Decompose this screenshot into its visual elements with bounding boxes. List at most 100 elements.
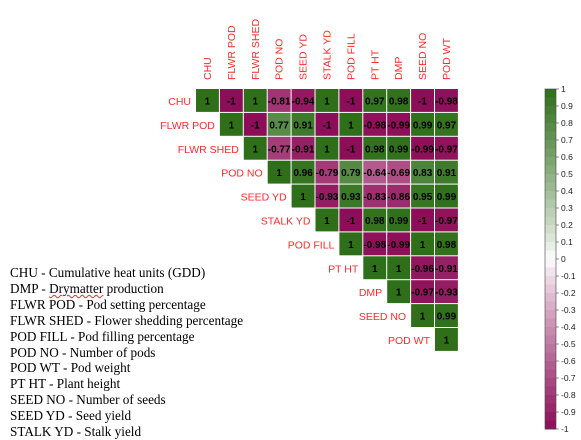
- colorbar-tick-label: 0.1: [561, 237, 573, 247]
- heatmap-cell: [387, 160, 411, 184]
- cell-value: 1: [420, 240, 426, 251]
- row-label: SEED NO: [359, 311, 406, 323]
- column-label: FLWR SHED: [250, 19, 262, 80]
- heatmap-cell: [363, 136, 387, 160]
- cell-value: 1: [324, 216, 330, 227]
- heatmap-cell: [411, 136, 434, 160]
- heatmap-cell: [411, 208, 434, 232]
- row-label: FLWR POD: [160, 120, 215, 132]
- colorbar-tick-label: 0.5: [561, 169, 573, 179]
- legend-item: SEED YD - Seed yield: [10, 408, 132, 424]
- colorbar-segment: [545, 386, 556, 396]
- colorbar-segment: [545, 140, 556, 149]
- colorbar-segment: [545, 191, 556, 200]
- colorbar-tick-label: -0.9: [561, 407, 576, 417]
- colorbar-tick-label: 0.3: [561, 203, 573, 213]
- colorbar-segment: [545, 233, 556, 243]
- heatmap-cell: [267, 112, 291, 136]
- cell-value: 1: [252, 144, 258, 155]
- row-label: CHU: [168, 96, 191, 108]
- legend-item: PT HT - Plant height: [10, 376, 121, 392]
- heatmap-cell: [339, 208, 363, 232]
- heatmap-cell: [387, 136, 411, 160]
- legend-item: CHU - Cumulative heat units (GDD): [10, 265, 206, 280]
- colorbar-segment: [545, 267, 556, 277]
- heatmap-cell: [291, 112, 315, 136]
- colorbar-segment: [545, 225, 556, 234]
- cell-value: 0.95: [413, 192, 433, 203]
- heatmap-cell: [267, 89, 291, 112]
- colorbar-tick-label: 0.7: [561, 135, 573, 145]
- colorbar-segment: [545, 114, 556, 124]
- legend-item: STALK YD - Stalk yield: [10, 424, 142, 440]
- cell-value: 0.99: [389, 144, 409, 155]
- legend-item: DMP - Drymatter production: [10, 280, 164, 296]
- heatmap-cell: [435, 256, 458, 280]
- column-label: CHU: [202, 57, 214, 80]
- heatmap-cell: [219, 112, 243, 136]
- colorbar-tick-label: 0.6: [561, 152, 573, 162]
- cell-value: 0.98: [389, 96, 409, 107]
- heatmap-cell: [435, 208, 458, 232]
- abbreviation-legend: CHU - Cumulative heat units (GDD) DMP - …: [10, 265, 243, 440]
- cell-value: 1: [252, 96, 258, 107]
- legend-underlined-word: Drymatter: [49, 280, 104, 296]
- cell-value: -1: [322, 120, 331, 131]
- colorbar-segment: [545, 208, 556, 217]
- heatmap-cell: [435, 112, 458, 136]
- legend-item: FLWR POD - Pod setting percentage: [10, 296, 206, 312]
- heatmap-cell: [339, 136, 363, 160]
- cell-value: -0.83: [363, 192, 386, 203]
- cell-value: -0.69: [387, 168, 410, 179]
- colorbar-segment: [545, 276, 556, 285]
- colorbar-segment: [545, 310, 556, 319]
- colorbar-segment: [545, 403, 556, 413]
- heatmap-cell: [243, 112, 267, 136]
- heatmap-cell: [196, 89, 219, 112]
- colorbar-segment: [545, 352, 556, 362]
- cell-value: 0.97: [365, 96, 385, 107]
- colorbar-segment: [545, 284, 556, 294]
- heatmap-cell: [363, 89, 387, 112]
- colorbar-segment: [545, 250, 556, 260]
- cell-value: 1: [396, 288, 402, 299]
- heatmap-cell: [315, 160, 339, 184]
- row-label: DMP: [359, 287, 382, 299]
- column-label: FLWR POD: [226, 25, 238, 80]
- cell-value: -1: [346, 144, 355, 155]
- colorbar-segment: [545, 89, 556, 98]
- cell-value: -0.79: [316, 168, 339, 179]
- cell-value: -0.99: [387, 240, 410, 251]
- colorbar-segment: [545, 216, 556, 226]
- heatmap-cell: [315, 208, 339, 232]
- heatmap-cell: [411, 256, 434, 280]
- cell-value: 1: [205, 96, 211, 107]
- cell-value: 0.79: [341, 168, 361, 179]
- heatmap-cells: CHU 1 -1 1 -0.81 -0.94 1 -1 0.97 0.98 -1 -0.98 FLWR …: [160, 89, 458, 351]
- row-label: POD FILL: [288, 239, 335, 251]
- heatmap-cell: [339, 89, 363, 112]
- heatmap-cell: [315, 112, 339, 136]
- column-label: POD NO: [274, 39, 286, 80]
- colorbar-segment: [545, 123, 556, 132]
- heatmap-cell: [411, 280, 434, 304]
- cell-value: -0.99: [411, 144, 434, 155]
- colorbar-segment: [545, 131, 556, 141]
- heatmap-cell: [363, 184, 387, 208]
- colorbar-tick-label: 0.9: [561, 101, 573, 111]
- heatmap-cell: [387, 112, 411, 136]
- cell-value: 0.77: [269, 120, 289, 131]
- column-label: SEED YD: [298, 34, 310, 80]
- heatmap-cell: [339, 232, 363, 256]
- cell-value: -0.98: [363, 120, 386, 131]
- heatmap-cell: [363, 232, 387, 256]
- colorbar-tick-label: -0.8: [561, 390, 576, 400]
- legend-item: POD NO - Number of pods: [10, 344, 156, 360]
- heatmap-cell: [363, 112, 387, 136]
- colorbar-segment: [545, 97, 556, 107]
- colorbar-segment: [545, 148, 556, 158]
- cell-value: 0.99: [437, 312, 457, 323]
- colorbar-segment: [545, 293, 556, 302]
- cell-value: -0.91: [435, 264, 458, 275]
